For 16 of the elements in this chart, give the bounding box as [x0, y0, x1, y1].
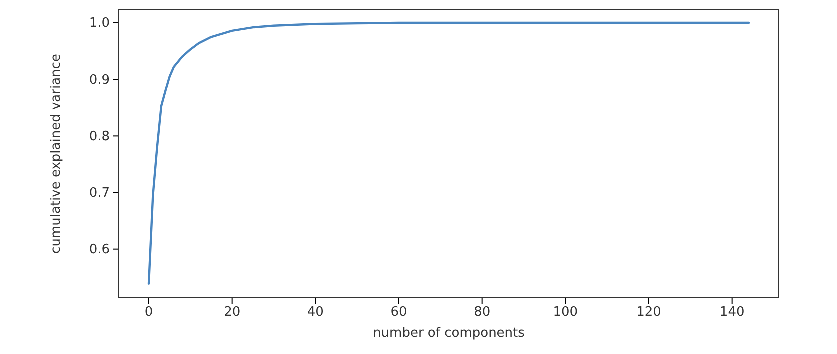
- y-tick-label: 0.6: [89, 242, 110, 258]
- y-tick-label: 0.8: [89, 129, 110, 144]
- y-axis-title: cumulative explained variance: [49, 54, 64, 254]
- x-tick-label: 100: [553, 305, 578, 320]
- x-tick-label: 20: [224, 305, 241, 320]
- line-series: [148, 22, 750, 285]
- y-tick-label: 1.0: [89, 16, 110, 32]
- x-tick-label: 80: [474, 305, 491, 320]
- x-axis-title: number of components: [373, 326, 526, 341]
- y-tick-label: 0.7: [89, 186, 110, 201]
- x-tick-label: 120: [636, 305, 662, 320]
- x-tick-label: 0: [144, 305, 154, 320]
- x-tick-label: 60: [390, 305, 408, 320]
- x-tick-label: 140: [720, 305, 745, 320]
- y-tick-label: 0.9: [89, 72, 110, 88]
- x-tick-label: 40: [307, 305, 324, 320]
